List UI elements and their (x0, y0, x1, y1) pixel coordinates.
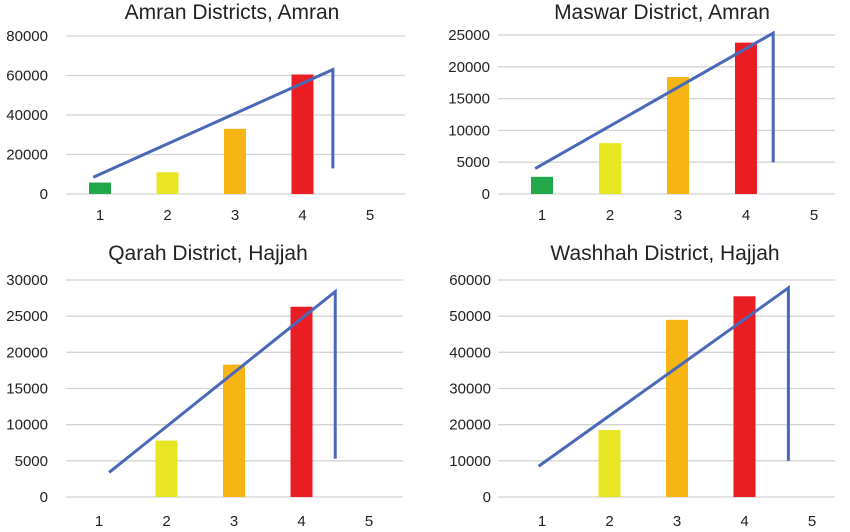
y-tick-label: 15000 (6, 381, 48, 398)
bar-3 (667, 76, 689, 194)
y-tick-label: 0 (40, 489, 48, 506)
x-tick-label: 3 (674, 207, 682, 224)
trend-line (92, 67, 335, 179)
y-tick-label: 80000 (6, 28, 48, 45)
bar-2 (155, 440, 178, 497)
y-tick-label: 0 (40, 186, 48, 203)
y-tick-label: 5000 (457, 154, 490, 171)
x-tick-label: 2 (606, 207, 614, 224)
chart-title: Qarah District, Hajjah (108, 242, 308, 265)
chart-amran-districts: Amran Districts, Amran 80000 60000 40000 200… (0, 0, 425, 232)
chart-qarah-district: Qarah District, Hajjah 30000 25000 20000 150… (0, 232, 425, 532)
chart-washhah-district: Washhah District, Hajjah 60000 50000 40000 3… (425, 232, 850, 532)
y-tick-label: 10000 (449, 453, 491, 470)
y-tick-label: 20000 (448, 59, 490, 76)
chart-title: Washhah District, Hajjah (550, 242, 779, 265)
x-tick-label: 3 (673, 513, 681, 530)
x-tick-label: 4 (740, 513, 748, 530)
y-tick-label: 60000 (6, 68, 48, 85)
bar-2 (156, 172, 179, 194)
bar-2 (599, 143, 621, 194)
bar-3 (223, 364, 245, 497)
x-tick-label: 1 (95, 513, 103, 530)
chart-title: Maswar District, Amran (554, 1, 770, 24)
x-tick-label: 5 (810, 207, 818, 224)
bar-3 (666, 319, 688, 497)
bar-1 (89, 182, 111, 194)
x-tick-label: 5 (366, 207, 374, 224)
chart-title: Amran Districts, Amran (125, 1, 340, 24)
chart-maswar-district: Maswar District, Amran 25000 20000 15000 100… (425, 0, 850, 232)
x-tick-label: 5 (808, 513, 816, 530)
y-tick-label: 40000 (6, 107, 48, 124)
chart-svg: Maswar District, Amran250002000015000100… (448, 1, 835, 224)
trend-line (537, 285, 790, 468)
y-tick-label: 25000 (6, 308, 48, 325)
y-tick-label: 20000 (449, 417, 491, 434)
x-tick-label: 1 (96, 207, 104, 224)
bar-1 (531, 176, 553, 194)
bar-2 (598, 430, 621, 497)
x-tick-label: 1 (538, 513, 546, 530)
y-tick-label: 25000 (448, 27, 490, 44)
x-tick-label: 1 (538, 207, 546, 224)
y-tick-label: 30000 (6, 272, 48, 289)
chart-svg: Qarah District, Hajjah300002500020000150… (6, 242, 403, 530)
x-tick-label: 4 (742, 207, 750, 224)
trend-line (108, 288, 337, 474)
y-tick-label: 10000 (6, 417, 48, 434)
y-tick-label: 0 (483, 489, 491, 506)
chart-svg: Washhah District, Hajjah 60000 50000 40000 3… (449, 242, 835, 530)
x-tick-label: 2 (605, 513, 613, 530)
y-tick-label: 60000 (449, 272, 491, 289)
y-tick-label: 0 (482, 186, 490, 203)
bar-4 (291, 74, 314, 194)
y-tick-label: 50000 (449, 308, 491, 325)
x-tick-label: 3 (231, 207, 239, 224)
trend-line (534, 30, 775, 170)
y-tick-label: 10000 (448, 122, 490, 139)
y-tick-label: 20000 (6, 344, 48, 361)
bar-3 (224, 128, 246, 194)
chart-svg: Amran Districts, Amran 80000 60000 40000 200… (6, 1, 405, 224)
y-tick-label: 40000 (449, 344, 491, 361)
bar-4 (735, 42, 757, 194)
x-tick-label: 3 (230, 513, 238, 530)
x-tick-label: 5 (365, 513, 373, 530)
y-tick-label: 5000 (15, 453, 48, 470)
x-tick-label: 4 (297, 513, 305, 530)
bar-4 (290, 306, 313, 497)
y-tick-label: 30000 (449, 381, 491, 398)
x-tick-label: 2 (162, 513, 170, 530)
y-tick-label: 20000 (6, 147, 48, 164)
y-tick-label: 15000 (448, 91, 490, 108)
x-tick-label: 2 (163, 207, 171, 224)
bar-4 (733, 296, 756, 497)
x-tick-label: 4 (298, 207, 306, 224)
